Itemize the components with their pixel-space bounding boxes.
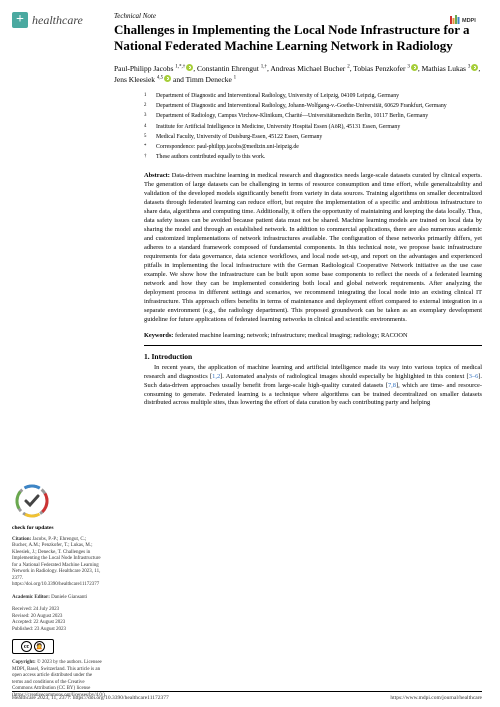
svg-text:MDPI: MDPI (462, 18, 476, 24)
body-paragraph: In recent years, the application of mach… (144, 364, 482, 409)
dates-block: Received: 24 July 2023 Revised: 20 Augus… (12, 607, 102, 633)
main-content: Technical Note Challenges in Implementin… (110, 0, 500, 707)
affiliation-row: 3Department of Radiology, Campus Virchow… (144, 113, 482, 123)
affiliation-row: *Correspondence: paul-philipp.jacobs@med… (144, 144, 482, 154)
authors-list: Paul-Philipp Jacobs 1,*,†, Constantin Eh… (114, 63, 482, 86)
journal-name: healthcare (32, 13, 83, 28)
section-heading: 1. Introduction (144, 352, 482, 361)
article-type: Technical Note (114, 12, 482, 20)
cc-by-badge[interactable]: cc 🙍 (12, 639, 54, 654)
affiliation-row: 5Medical Faculty, University of Duisburg… (144, 134, 482, 144)
citation-block: Citation: Jacobs, P.-P.; Ehrengut, C.; B… (12, 537, 102, 589)
academic-editor: Academic Editor: Daniele Giansanti (12, 595, 102, 602)
affiliation-row: 2Department of Diagnostic and Interventi… (144, 103, 482, 113)
journal-badge: + healthcare (12, 12, 102, 28)
article-title: Challenges in Implementing the Local Nod… (114, 22, 482, 55)
affiliation-row: 4Institute for Artificial Intelligence i… (144, 124, 482, 134)
affiliation-row: †These authors contributed equally to th… (144, 154, 482, 164)
check-updates-icon[interactable] (12, 481, 52, 521)
mdpi-logo: MDPI (450, 12, 482, 28)
page-footer: Healthcare 2023, 11, 2377. https://doi.o… (12, 691, 482, 701)
affiliation-row: 1Department of Diagnostic and Interventi… (144, 93, 482, 103)
keywords: Keywords: federated machine learning; ne… (144, 332, 482, 339)
abstract: Abstract: Data-driven machine learning i… (144, 172, 482, 324)
affiliations-list: 1Department of Diagnostic and Interventi… (144, 93, 482, 164)
journal-plus-icon: + (12, 12, 28, 28)
footer-right: https://www.mdpi.com/journal/healthcare (390, 695, 482, 701)
sidebar: + healthcare check for updates Citation:… (0, 0, 110, 707)
footer-left: Healthcare 2023, 11, 2377. https://doi.o… (12, 695, 169, 701)
by-icon: 🙍 (34, 641, 45, 652)
divider (144, 345, 482, 346)
check-updates-label[interactable]: check for updates (12, 525, 102, 531)
cc-icon: cc (21, 641, 32, 652)
